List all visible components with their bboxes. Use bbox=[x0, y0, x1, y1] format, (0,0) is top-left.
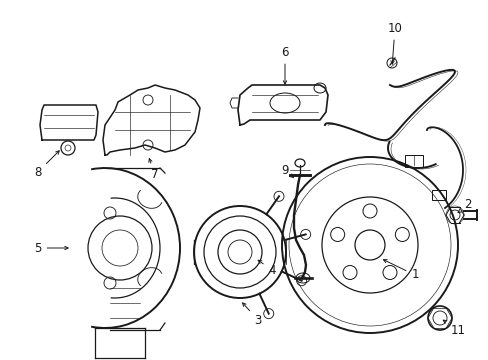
Text: 3: 3 bbox=[242, 303, 261, 327]
Text: 2: 2 bbox=[457, 198, 471, 213]
Text: 10: 10 bbox=[387, 22, 402, 64]
Text: 9: 9 bbox=[281, 163, 293, 178]
Bar bbox=[404, 155, 422, 167]
Text: 4: 4 bbox=[258, 260, 275, 276]
Text: 7: 7 bbox=[148, 159, 159, 181]
Text: 11: 11 bbox=[442, 320, 465, 337]
Text: 8: 8 bbox=[34, 151, 59, 179]
Text: 5: 5 bbox=[34, 242, 68, 255]
Bar bbox=[431, 190, 445, 200]
Text: 1: 1 bbox=[383, 260, 418, 282]
Text: 6: 6 bbox=[281, 45, 288, 84]
